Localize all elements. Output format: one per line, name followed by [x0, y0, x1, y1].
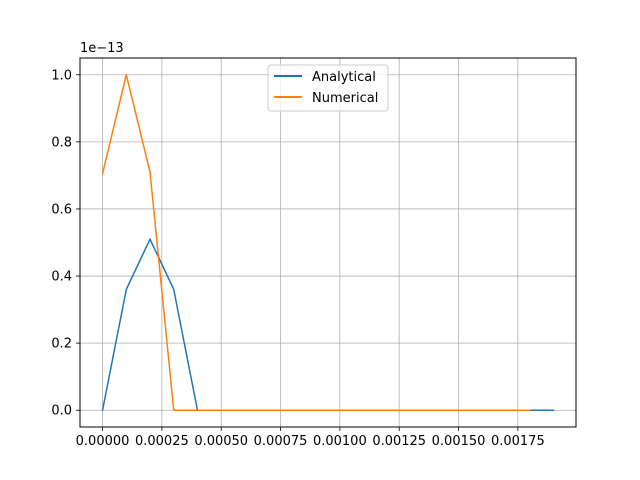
- y-tick-label: 1.0: [51, 68, 72, 83]
- y-tick-label: 0.2: [51, 337, 72, 352]
- y-tick-label: 0.4: [51, 270, 72, 285]
- legend-label-numerical: Numerical: [312, 91, 378, 106]
- x-tick-label: 0.00175: [491, 434, 545, 449]
- series-line-numerical: [101, 74, 531, 411]
- x-tick-label: 0.00150: [432, 434, 486, 449]
- x-tick-label: 0.00025: [135, 434, 189, 449]
- y-tick-label: 0.8: [51, 135, 72, 150]
- axis-ticks: 0.00000 0.00025 0.00050 0.00075 0.00100 0.001…: [51, 68, 544, 449]
- plot-series: [101, 74, 555, 412]
- y-tick-label: 0.6: [51, 202, 72, 217]
- x-tick-label: 0.00125: [372, 434, 426, 449]
- y-tick-label: 0.0: [51, 404, 72, 419]
- axes-frame: [79, 57, 577, 428]
- grid-lines: [80, 58, 576, 427]
- x-tick-label: 0.00050: [194, 434, 248, 449]
- x-tick-label: 0.00000: [76, 434, 130, 449]
- x-tick-label: 0.00075: [254, 434, 308, 449]
- y-offset-label: 1e−13: [80, 41, 124, 56]
- series-line-analytical: [101, 238, 555, 412]
- legend-label-analytical: Analytical: [312, 70, 376, 85]
- legend: Analytical Numerical: [267, 64, 389, 112]
- x-tick-label: 0.00100: [313, 434, 367, 449]
